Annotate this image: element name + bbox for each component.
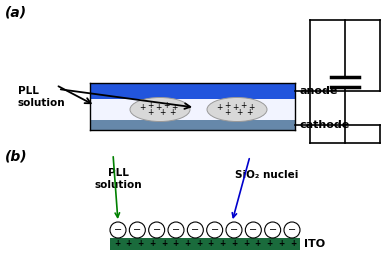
Text: −: − <box>152 225 161 235</box>
Text: PLL
solution: PLL solution <box>18 86 65 108</box>
Circle shape <box>149 222 165 238</box>
Text: −: − <box>230 225 238 235</box>
Text: +: + <box>147 101 153 110</box>
Text: SiO₂ nuclei: SiO₂ nuclei <box>235 170 298 180</box>
Text: +: + <box>137 240 143 249</box>
Text: +: + <box>172 240 179 249</box>
Text: anode: anode <box>300 86 338 96</box>
Text: +: + <box>161 240 167 249</box>
Bar <box>90 83 295 99</box>
Text: +: + <box>231 240 238 249</box>
Circle shape <box>207 222 223 238</box>
Text: −: − <box>114 225 122 235</box>
Text: +: + <box>232 103 238 112</box>
Text: −: − <box>269 225 277 235</box>
Text: +: + <box>149 240 155 249</box>
Text: +: + <box>184 240 191 249</box>
Circle shape <box>110 222 126 238</box>
Text: +: + <box>147 108 153 117</box>
Text: +: + <box>171 103 177 112</box>
Text: +: + <box>224 101 230 110</box>
Text: +: + <box>220 240 226 249</box>
Text: +: + <box>196 240 202 249</box>
Text: cathode: cathode <box>300 120 350 130</box>
Text: +: + <box>255 240 261 249</box>
Ellipse shape <box>207 98 267 121</box>
Text: −: − <box>249 225 258 235</box>
Text: +: + <box>208 240 214 249</box>
Text: +: + <box>125 240 132 249</box>
Text: +: + <box>243 240 249 249</box>
Circle shape <box>226 222 242 238</box>
Circle shape <box>187 222 203 238</box>
Text: +: + <box>240 101 246 110</box>
Text: +: + <box>114 240 120 249</box>
Bar <box>90 99 295 120</box>
Text: +: + <box>139 103 145 112</box>
Text: (a): (a) <box>5 5 27 19</box>
Text: +: + <box>169 108 175 117</box>
Bar <box>90 120 295 130</box>
Text: +: + <box>236 108 242 117</box>
Text: +: + <box>159 108 165 117</box>
Bar <box>110 238 300 250</box>
Text: (b): (b) <box>5 150 27 164</box>
Circle shape <box>265 222 281 238</box>
Text: −: − <box>211 225 219 235</box>
Text: +: + <box>246 108 252 117</box>
Text: +: + <box>224 108 230 117</box>
Ellipse shape <box>130 98 190 121</box>
Text: PLL
solution: PLL solution <box>94 168 142 190</box>
Circle shape <box>168 222 184 238</box>
Text: +: + <box>216 103 222 112</box>
Text: +: + <box>248 103 254 112</box>
Text: +: + <box>163 101 169 110</box>
Text: −: − <box>172 225 180 235</box>
Text: +: + <box>278 240 284 249</box>
Text: +: + <box>267 240 273 249</box>
Circle shape <box>284 222 300 238</box>
Text: −: − <box>288 225 296 235</box>
Circle shape <box>245 222 261 238</box>
Text: +: + <box>155 103 161 112</box>
Circle shape <box>129 222 145 238</box>
Text: ITO: ITO <box>304 239 325 249</box>
Text: −: − <box>133 225 142 235</box>
Text: +: + <box>290 240 296 249</box>
Text: −: − <box>191 225 200 235</box>
